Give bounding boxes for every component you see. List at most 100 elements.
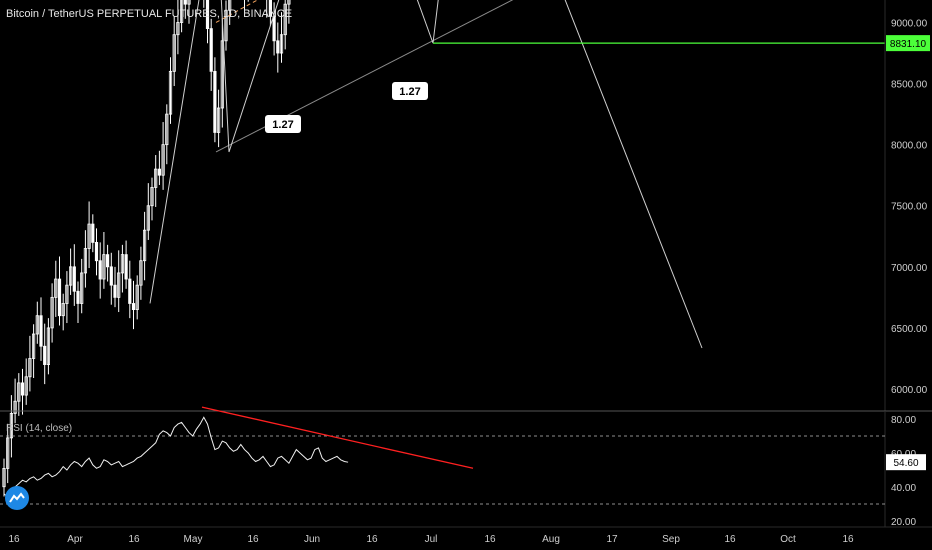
candle-down (213, 70, 217, 133)
candle-up (50, 296, 54, 329)
candle-up (165, 113, 169, 146)
tradingview-logo-glyph (9, 492, 25, 503)
candle-up (172, 34, 176, 72)
rsi-line (3, 416, 349, 498)
candle-down (57, 278, 62, 317)
rsi-tick-label: 20.00 (891, 517, 916, 528)
candle-up (220, 40, 224, 109)
time-tick-label: Aug (542, 534, 560, 545)
candle-up (139, 260, 143, 286)
candle-down (272, 15, 276, 42)
candle-up (146, 205, 150, 231)
candle-up (61, 303, 65, 317)
candle-up (6, 437, 10, 469)
rsi-last-value: 54.60 (893, 458, 918, 469)
ratio-callout-box (392, 82, 428, 100)
time-axis[interactable]: 16 Apr 16 May 16 Jun 16 Jul 16 Aug 17 Sep 16 Oct 16 (0, 526, 932, 545)
candle-up (17, 382, 21, 402)
candle-down (98, 260, 102, 280)
candle-up (35, 315, 39, 335)
time-tick-label: 16 (366, 534, 378, 545)
candle-up (224, 9, 228, 42)
time-tick-label: Jul (425, 534, 438, 545)
candle-up (13, 400, 17, 414)
price-tick-label: 8500.00 (891, 80, 928, 91)
rsi-title[interactable]: RSI (14, close) (6, 423, 73, 434)
candle-up (279, 34, 284, 54)
candle-up (120, 254, 124, 274)
candle-up (83, 248, 87, 274)
candle-down (209, 28, 213, 72)
candle-up (9, 413, 13, 439)
candle-up (154, 168, 158, 188)
price-tick-label: 8000.00 (891, 141, 928, 152)
ratio-callout-text: 1.27 (399, 86, 420, 98)
time-tick-label: 16 (247, 534, 259, 545)
candle-down (91, 223, 95, 243)
candle-up (187, 0, 191, 5)
candle-down (39, 315, 43, 347)
candle-down (43, 345, 47, 365)
candle-down (72, 266, 76, 292)
price-tick-label: 7500.00 (891, 202, 928, 213)
rsi-divergence-trendline (201, 406, 474, 469)
tradingview-logo-icon[interactable] (5, 486, 29, 510)
price-tick-label: 7000.00 (891, 263, 928, 274)
time-tick-label: 16 (724, 534, 736, 545)
candle-up (80, 272, 84, 304)
time-tick-label: 16 (128, 534, 140, 545)
candle-up (46, 327, 51, 365)
ratio-callout-box (265, 115, 301, 133)
candle-up (228, 0, 232, 11)
price-tick-label: 9000.00 (891, 18, 928, 29)
candle-up (179, 0, 184, 23)
time-tick-label: 16 (842, 534, 854, 545)
candle-down (124, 254, 128, 280)
rsi-last-value-box (886, 454, 926, 471)
candle-down (113, 284, 117, 298)
candle-up (216, 107, 221, 133)
time-tick-label: Apr (67, 534, 83, 545)
time-tick-label: Jun (304, 534, 320, 545)
candle-down (128, 278, 132, 304)
candle-down (109, 266, 113, 286)
candle-up (2, 468, 6, 488)
drawing-tools: 1.27 1.27 (149, 0, 885, 349)
price-tag-text: 8831.10 (890, 39, 927, 50)
candle-up (32, 333, 36, 359)
symbol-title[interactable]: Bitcoin / TetherUS PERPETUAL FUTURES, 1D… (6, 8, 293, 20)
candle-up (28, 358, 32, 378)
candle-up (176, 22, 180, 36)
candle-up (135, 284, 139, 310)
candle-down (94, 241, 99, 262)
time-tick-label: 17 (606, 534, 618, 545)
price-labels: 11207.2710663.919683.6114:59:198831.10 (886, 35, 930, 52)
candle-up (54, 278, 58, 298)
time-tick-label: Sep (662, 534, 680, 545)
candle-down (276, 40, 280, 54)
candle-down (20, 382, 25, 396)
rsi-tick-label: 80.00 (891, 415, 916, 426)
candle-down (106, 254, 110, 268)
candle-down (205, 0, 210, 29)
candle-up (24, 376, 28, 396)
candle-down (76, 290, 80, 304)
price-tick-label: 6000.00 (891, 385, 928, 396)
candle-up (102, 254, 106, 280)
candle-up (65, 284, 69, 304)
candlestick-series (2, 0, 291, 497)
ratio-callout-text: 1.27 (272, 119, 293, 131)
price-tick-label: 6500.00 (891, 324, 928, 335)
candle-down (157, 168, 161, 176)
time-tick-label: Oct (780, 534, 796, 545)
price-axis[interactable]: 6000.00 6500.00 7000.00 7500.00 8000.00 8500.… (884, 0, 932, 411)
time-tick-label: 16 (484, 534, 496, 545)
candle-up (283, 3, 287, 36)
candle-down (268, 0, 273, 17)
candle-down (183, 0, 187, 5)
channel-lower-line (215, 0, 514, 153)
candle-up (287, 0, 291, 5)
